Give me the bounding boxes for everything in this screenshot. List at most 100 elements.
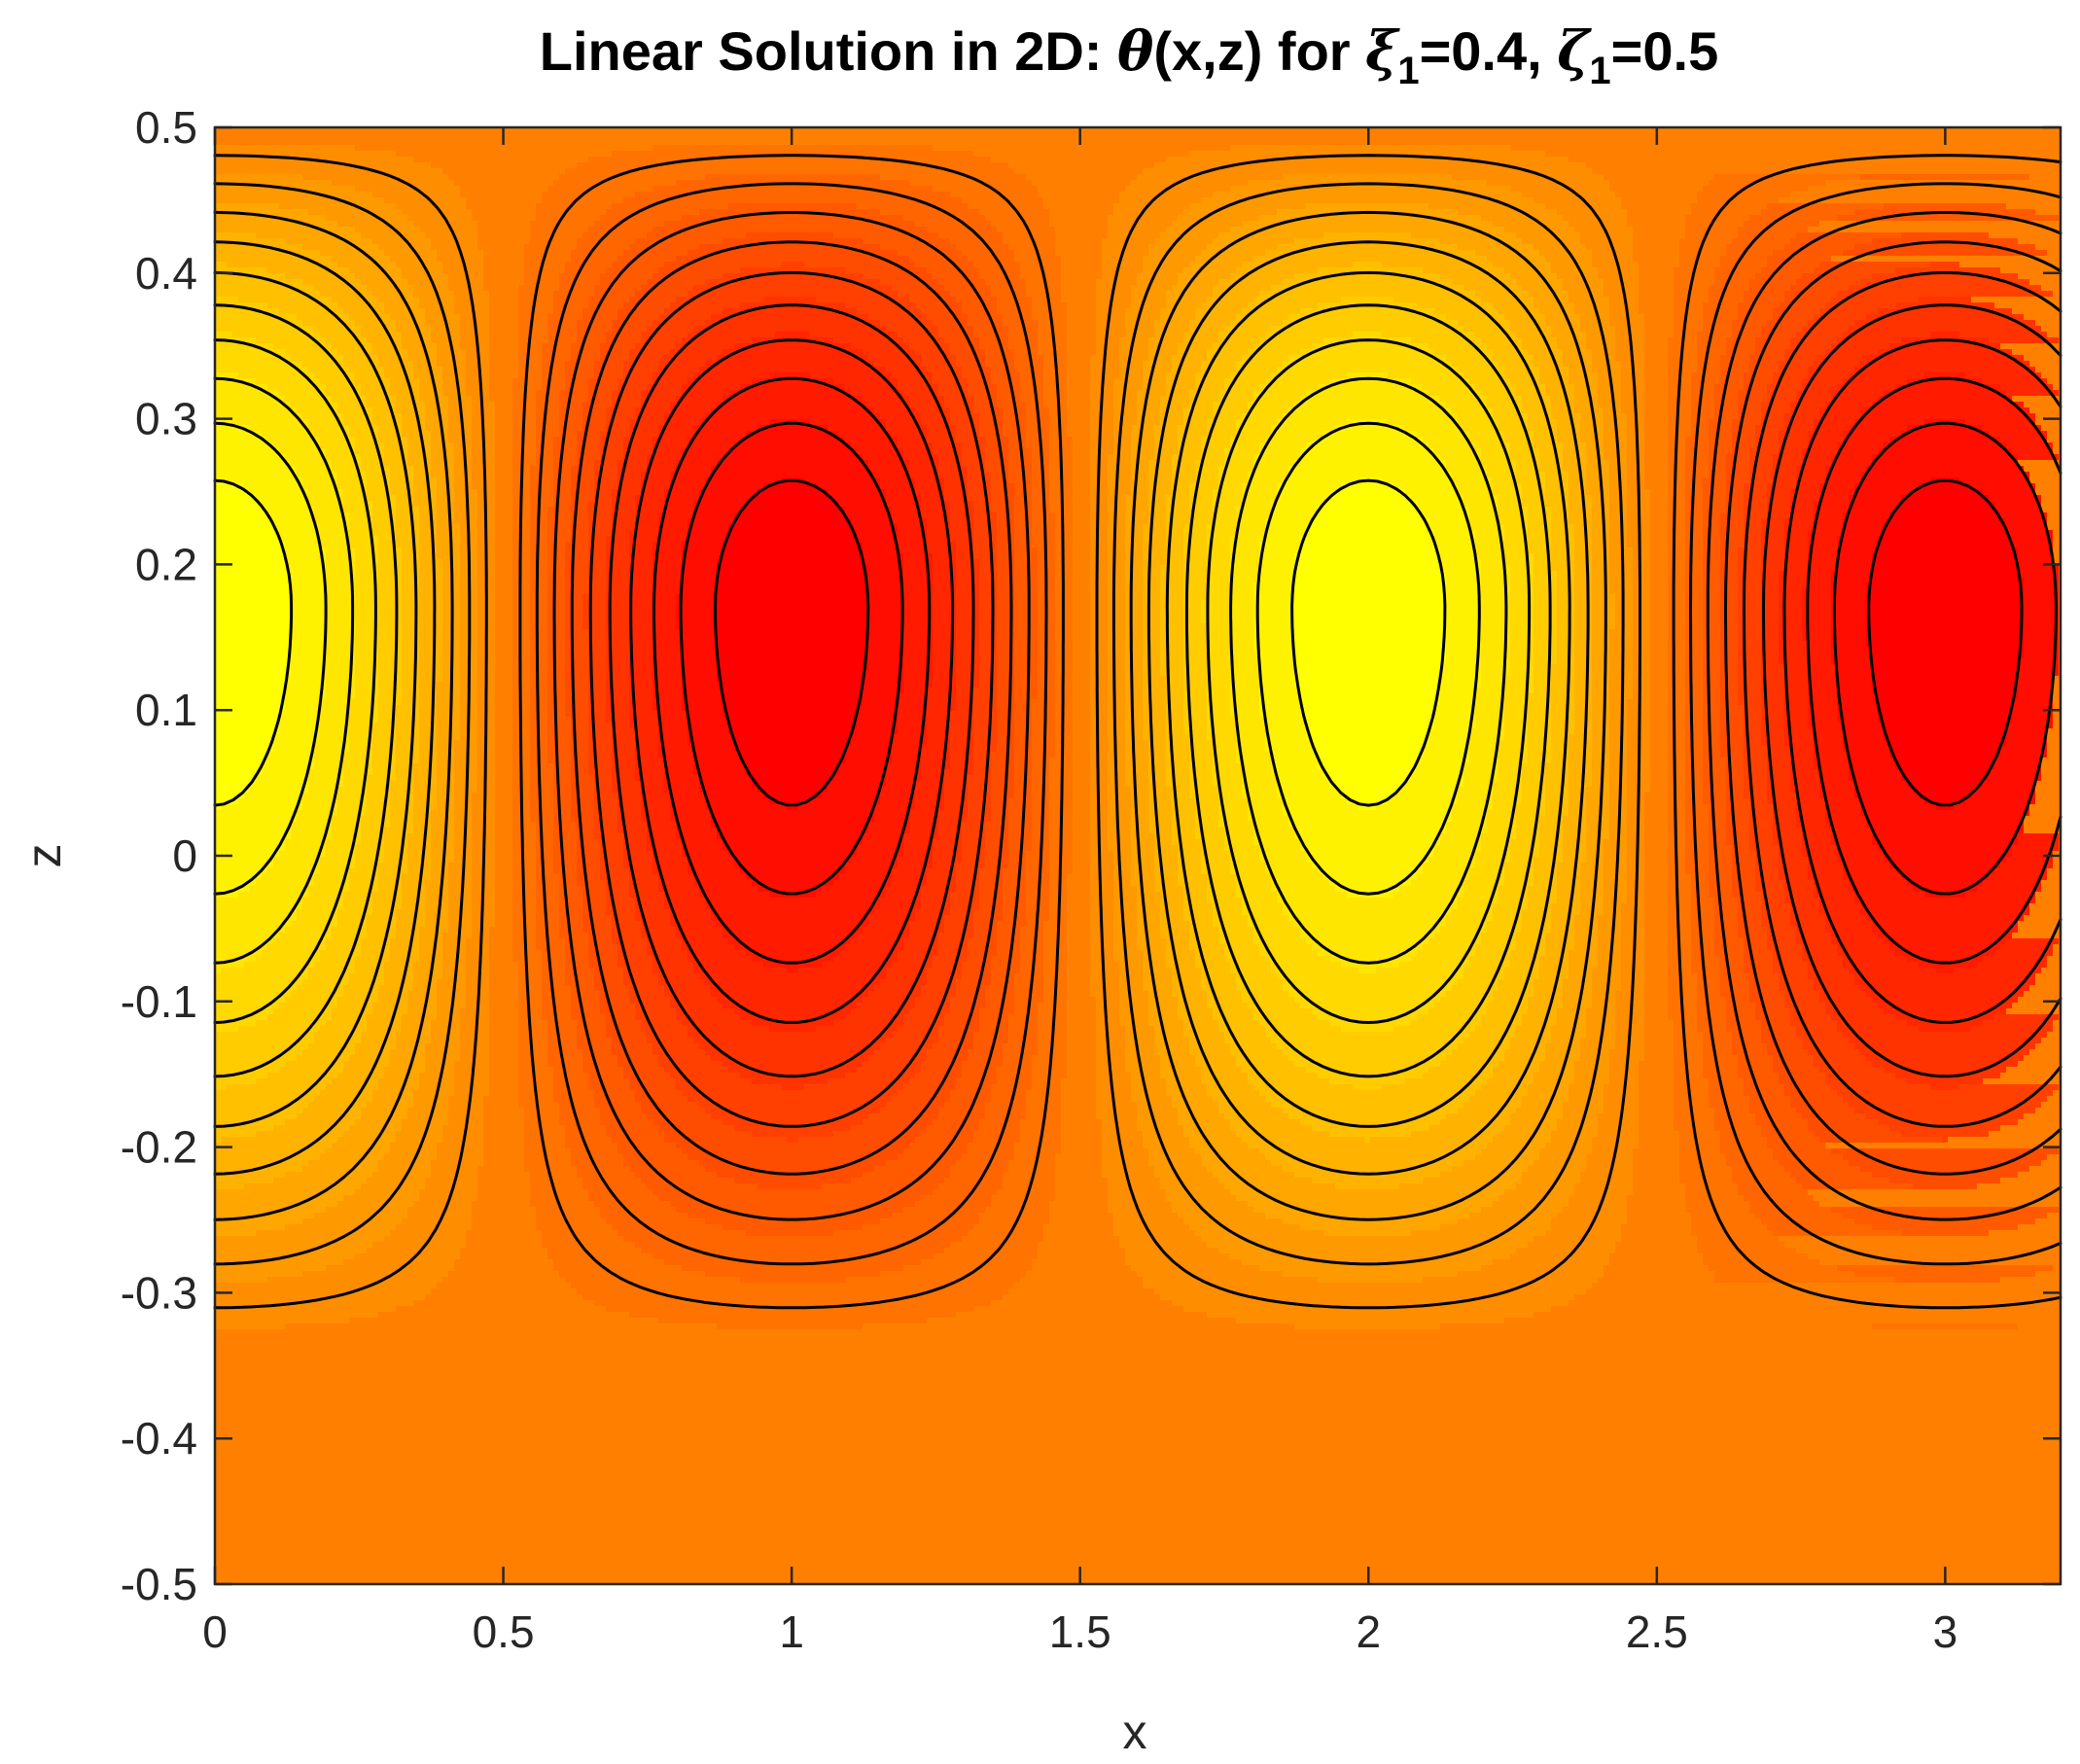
contour-band-cell <box>419 297 454 302</box>
contour-band-cell <box>1230 623 1253 629</box>
contour-band-cell <box>378 437 407 442</box>
contour-band-cell <box>1335 489 1405 495</box>
contour-band-cell <box>571 787 594 793</box>
contour-band-cell <box>1528 723 1551 728</box>
contour-band-cell <box>1668 641 1685 647</box>
contour-band-cell <box>1253 647 1294 653</box>
contour-band-cell <box>1288 407 1452 413</box>
contour-band-cell <box>1872 571 2018 577</box>
contour-band-cell <box>1014 723 1032 728</box>
contour-band-cell <box>1218 787 1242 793</box>
contour-band-cell <box>664 355 717 361</box>
contour-band-cell <box>588 641 606 647</box>
contour-band-cell <box>1166 682 1183 688</box>
contour-band-cell <box>734 512 845 518</box>
contour-band-cell <box>1166 711 1183 717</box>
contour-band-cell <box>1108 635 1125 641</box>
contour-band-cell <box>215 623 291 629</box>
contour-band-cell <box>1574 711 1592 717</box>
contour-band-cell <box>1148 501 1166 507</box>
contour-band-cell <box>1428 343 1487 349</box>
contour-band-cell <box>1481 676 1504 682</box>
contour-band-cell <box>1213 501 1242 507</box>
contour-band-cell <box>1609 635 1633 641</box>
contour-band-cell <box>291 571 326 577</box>
contour-band-cell <box>1230 594 1253 600</box>
contour-band-cell <box>1609 483 1627 489</box>
contour-band-cell <box>1685 752 1703 758</box>
contour-band-cell <box>1458 489 1493 495</box>
contour-band-cell <box>1230 641 1253 647</box>
contour-band-cell <box>705 477 781 483</box>
contour-band-cell <box>419 752 437 758</box>
contour-band-cell <box>355 559 378 565</box>
contour-band-cell <box>1125 682 1143 688</box>
contour-band-cell <box>1569 512 1592 518</box>
contour-band-cell <box>343 501 372 507</box>
contour-band-cell <box>1738 547 1761 553</box>
contour-band-cell <box>1837 717 1878 723</box>
contour-band-cell <box>874 407 915 413</box>
contour-band-cell <box>337 483 367 489</box>
title-zeta-subscript: 1 <box>1589 50 1610 92</box>
contour-band-cell <box>1405 781 1463 787</box>
contour-band-cell <box>979 431 1003 437</box>
contour-band-cell <box>1108 536 1125 542</box>
contour-band-cell <box>991 372 1020 378</box>
contour-band-cell <box>1837 693 1878 699</box>
contour-band-cell <box>1125 629 1143 635</box>
contour-band-cell <box>1510 378 1539 384</box>
contour-band-cell <box>886 501 921 507</box>
contour-band-cell <box>437 343 460 349</box>
contour-band-cell <box>419 536 437 542</box>
contour-band-cell <box>1481 559 1504 565</box>
contour-band-cell <box>1230 647 1253 653</box>
contour-band-cell <box>291 617 326 623</box>
contour-band-cell <box>320 711 349 717</box>
contour-band-cell <box>1166 699 1183 705</box>
contour-band-cell <box>390 466 413 472</box>
contour-band-cell <box>1125 658 1143 664</box>
contour-band-cell <box>1475 332 1516 337</box>
contour-band-cell <box>1154 162 1586 168</box>
contour-band-cell <box>215 711 279 717</box>
contour-band-cell <box>571 734 588 740</box>
contour-band-cell <box>1779 635 1802 641</box>
contour-band-cell <box>968 203 1043 209</box>
contour-band-cell <box>868 653 903 658</box>
contour-band-cell <box>361 279 407 285</box>
contour-band-cell <box>1609 553 1633 559</box>
contour-band-cell <box>1761 617 1779 623</box>
contour-band-cell <box>1668 728 1685 734</box>
contour-band-cell <box>326 664 355 670</box>
contour-band-cell <box>1481 641 1510 647</box>
contour-band-cell <box>215 653 291 658</box>
contour-band-cell <box>1154 448 1178 454</box>
contour-band-cell <box>868 617 903 623</box>
contour-band-cell <box>623 372 652 378</box>
contour-band-cell <box>1668 623 1685 629</box>
contour-band-cell <box>571 530 588 536</box>
contour-band-cell <box>1014 489 1032 495</box>
contour-band-cell <box>1382 332 1475 337</box>
contour-band-cell <box>1592 524 1609 530</box>
contour-band-cell <box>1125 600 1143 606</box>
contour-band-cell <box>577 437 600 442</box>
contour-band-cell <box>250 489 308 495</box>
contour-band-cell <box>425 308 454 314</box>
contour-band-cell <box>320 728 349 734</box>
contour-band-cell <box>437 758 454 763</box>
contour-band-cell <box>1253 629 1288 635</box>
contour-band-cell <box>530 594 547 600</box>
contour-band-cell <box>1300 542 1434 547</box>
contour-band-cell <box>437 746 454 752</box>
contour-band-cell <box>448 437 472 442</box>
contour-band-cell <box>431 454 454 460</box>
contour-band-cell <box>215 507 267 512</box>
contour-band-cell <box>1516 332 1551 337</box>
contour-band-cell <box>921 769 944 775</box>
contour-band-cell <box>1487 180 1609 186</box>
contour-band-cell <box>1744 483 1767 489</box>
contour-band-cell <box>898 384 938 390</box>
contour-band-cell <box>1014 752 1032 758</box>
